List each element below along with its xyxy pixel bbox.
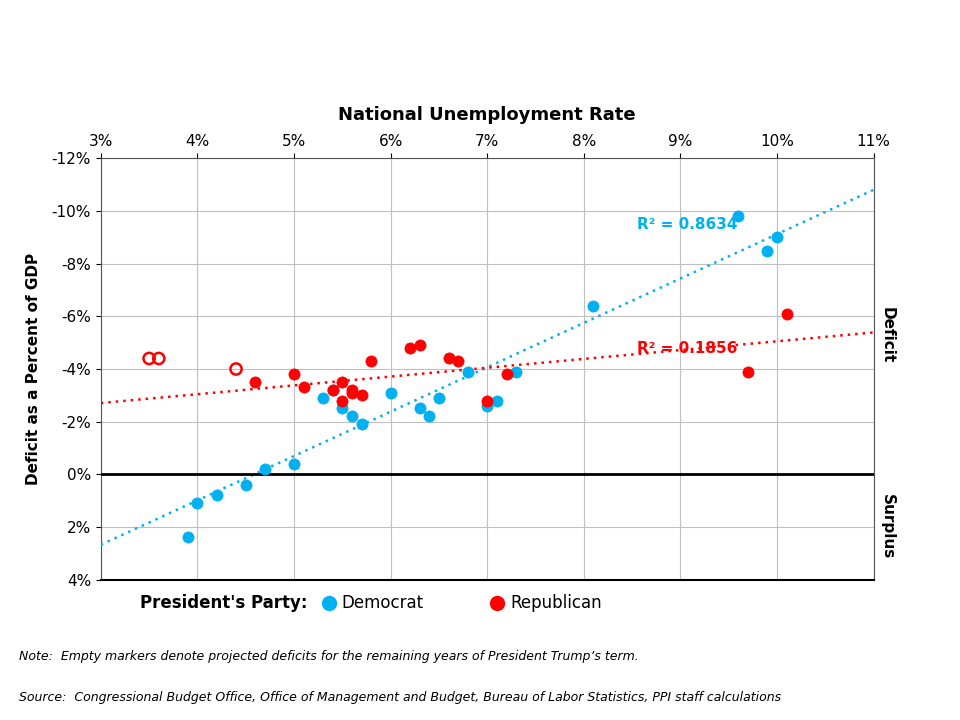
Point	[421, 410, 437, 422]
Point	[480, 400, 495, 412]
Point	[257, 463, 273, 474]
Point	[228, 363, 244, 374]
Point	[460, 366, 475, 377]
Point	[383, 387, 398, 398]
Point	[345, 410, 360, 422]
Text: R² = 0.8634: R² = 0.8634	[636, 217, 737, 233]
Text: Note:  Empty markers denote projected deficits for the remaining years of Presid: Note: Empty markers denote projected def…	[19, 650, 639, 663]
Point	[335, 395, 350, 406]
Point	[335, 377, 350, 388]
Point	[364, 356, 379, 367]
Point	[740, 366, 756, 377]
Point	[354, 418, 370, 430]
Text: Democrat: Democrat	[342, 594, 424, 612]
Point	[286, 458, 301, 469]
Point	[345, 384, 360, 396]
Y-axis label: Deficit as a Percent of GDP: Deficit as a Percent of GDP	[26, 253, 40, 485]
Point	[296, 382, 311, 393]
Point	[441, 353, 456, 364]
Text: President's Party:: President's Party:	[140, 594, 307, 612]
Point	[412, 402, 427, 414]
Point	[190, 498, 205, 509]
Point	[345, 387, 360, 398]
Point	[509, 366, 524, 377]
Point	[286, 369, 301, 380]
Point	[151, 353, 166, 364]
Text: R² = 0.1856: R² = 0.1856	[636, 341, 737, 356]
Text: Deficit: Deficit	[879, 307, 895, 364]
Point	[450, 356, 466, 367]
Text: and Republican Presidents Since 1977: and Republican Presidents Since 1977	[24, 85, 654, 113]
Point	[354, 390, 370, 401]
Point	[431, 392, 446, 404]
Point	[325, 384, 341, 396]
Point	[248, 377, 263, 388]
Point	[480, 395, 495, 406]
Point	[499, 369, 515, 380]
Point	[586, 300, 601, 312]
Point	[335, 402, 350, 414]
Point	[141, 353, 156, 364]
Text: Deficits vs Unemployment Under Democratic: Deficits vs Unemployment Under Democrati…	[24, 37, 761, 65]
Point	[769, 232, 784, 243]
Text: ppi: ppi	[768, 37, 912, 114]
Point	[325, 384, 341, 396]
Point	[759, 245, 775, 256]
Point	[731, 210, 746, 222]
Point	[779, 308, 794, 320]
Text: Source:  Congressional Budget Office, Office of Management and Budget, Bureau of: Source: Congressional Budget Office, Off…	[19, 691, 781, 704]
X-axis label: National Unemployment Rate: National Unemployment Rate	[338, 106, 636, 124]
Point	[402, 342, 418, 354]
Point	[490, 395, 505, 406]
Text: Republican: Republican	[511, 594, 602, 612]
Point	[180, 531, 196, 543]
Point	[412, 340, 427, 351]
Point	[209, 490, 225, 501]
Text: Surplus: Surplus	[879, 495, 895, 559]
Point	[315, 392, 330, 404]
Point	[238, 479, 253, 490]
